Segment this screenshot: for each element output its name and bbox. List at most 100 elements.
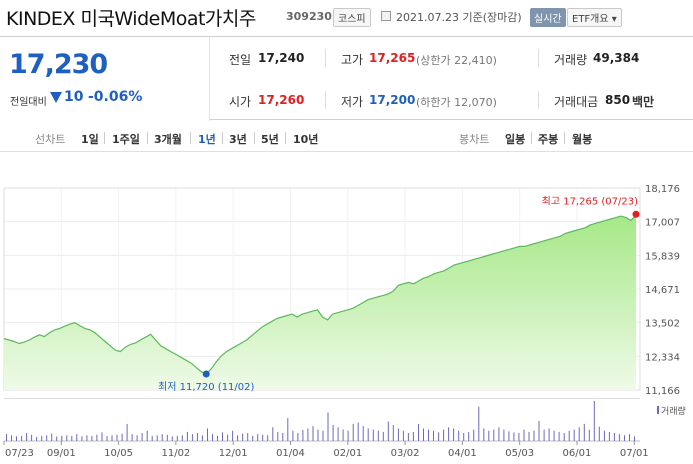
tab-3months[interactable]: 3개월 xyxy=(154,133,182,146)
volume-bar xyxy=(81,436,83,441)
y-tick-label: 17,007 xyxy=(645,218,680,229)
volume-bar xyxy=(463,433,465,441)
tab-5years[interactable]: 5년 xyxy=(261,133,279,146)
volume-bar xyxy=(573,429,575,441)
volume-bar xyxy=(297,433,299,441)
volume-bar xyxy=(151,435,153,441)
volume-bar xyxy=(51,433,53,441)
volume-bar xyxy=(272,427,274,441)
low-label: 저가 xyxy=(341,95,364,109)
volume-bar xyxy=(453,428,455,441)
volume-bar xyxy=(292,430,294,441)
period-tabs: 선차트 1일 1주일 3개월 1년 3년 5년 10년 봉차트 일봉 주봉 월봉 xyxy=(0,122,693,152)
tab-divider xyxy=(147,132,148,144)
volume-bar xyxy=(26,433,28,441)
volume-bar xyxy=(242,433,244,441)
volume-bar xyxy=(247,433,249,441)
volume-bar xyxy=(166,434,168,441)
realtime-button[interactable]: 실시간 xyxy=(530,8,566,27)
volume-bar xyxy=(332,425,334,441)
volume-bar xyxy=(508,431,510,441)
volume-bar xyxy=(568,430,570,441)
volume-bar xyxy=(458,430,460,441)
volume-bar xyxy=(161,434,163,441)
volume-bar xyxy=(61,435,63,441)
volume-bar xyxy=(342,429,344,441)
open-label: 시가 xyxy=(229,95,252,109)
high-label: 고가 xyxy=(341,53,364,67)
volume-bar xyxy=(322,430,324,441)
volume-bar xyxy=(252,435,254,441)
volume-bar xyxy=(438,432,440,441)
etf-overview-button[interactable]: ETF개요 ▾ xyxy=(567,8,622,27)
volume-bar xyxy=(91,435,93,441)
tab-weekly[interactable]: 주봉 xyxy=(538,133,559,146)
x-tick-label: 07/01 xyxy=(620,448,649,459)
stock-name: KINDEX 미국WideMoat가치주 xyxy=(6,8,256,30)
volume-bar xyxy=(176,435,178,441)
x-tick-label: 11/02 xyxy=(161,448,190,459)
volume-bar xyxy=(483,428,485,441)
tab-1day[interactable]: 1일 xyxy=(81,133,99,146)
volume-bar xyxy=(493,429,495,441)
tab-divider xyxy=(285,132,286,144)
volume-bar xyxy=(262,434,264,441)
volume-label: 거래량 xyxy=(554,53,588,67)
market-badge: 코스피 xyxy=(333,8,371,27)
volume-bar xyxy=(191,434,193,441)
volume-bar xyxy=(528,431,530,441)
date-text: 2021.07.23 기준(장마감) xyxy=(396,11,522,24)
x-tick-label: 02/01 xyxy=(333,448,362,459)
y-tick-label: 18,176 xyxy=(645,184,680,195)
change-value: 10 xyxy=(64,89,84,105)
volume-bar xyxy=(634,436,635,441)
trade-amount-value: 850 xyxy=(605,93,631,107)
tab-3years[interactable]: 3년 xyxy=(229,133,247,146)
volume-bar xyxy=(352,423,354,441)
volume-bar xyxy=(558,431,560,441)
x-tick-label: 07/23 xyxy=(5,448,34,459)
y-tick-label: 11,166 xyxy=(645,386,680,397)
volume-bar xyxy=(56,436,58,441)
volume-bar xyxy=(106,435,108,441)
down-arrow-icon xyxy=(50,92,62,103)
volume-bar xyxy=(387,421,389,441)
volume-bar xyxy=(513,432,515,441)
divider xyxy=(538,49,539,67)
volume-bar xyxy=(603,430,605,441)
volume-bar xyxy=(257,434,259,441)
prev-close-label: 전일 xyxy=(229,53,252,67)
volume-bar xyxy=(629,434,630,441)
volume-bar xyxy=(478,406,480,441)
tab-10years[interactable]: 10년 xyxy=(293,133,319,146)
x-tick-label: 06/01 xyxy=(563,448,592,459)
volume-bar xyxy=(11,435,12,441)
title-bar: KINDEX 미국WideMoat가치주 309230 코스피 2021.07.… xyxy=(0,0,693,36)
volume-bar xyxy=(588,429,590,441)
divider xyxy=(325,91,326,109)
volume-bar xyxy=(503,429,505,441)
tab-1week[interactable]: 1주일 xyxy=(112,133,140,146)
tab-daily[interactable]: 일봉 xyxy=(505,133,526,146)
volume-bar xyxy=(372,429,374,441)
volume-bar xyxy=(468,431,470,441)
volume-bar xyxy=(36,437,38,441)
volume-bar xyxy=(518,433,520,441)
volume-bar xyxy=(126,423,128,441)
stock-code: 309230 xyxy=(286,10,332,23)
volume-bar xyxy=(523,429,525,441)
trade-amount-unit: 백만 xyxy=(632,95,655,109)
volume-bar xyxy=(327,412,329,441)
tab-1year[interactable]: 1년 xyxy=(198,133,216,146)
volume-bar xyxy=(543,429,545,441)
calendar-icon xyxy=(381,11,391,21)
tab-monthly[interactable]: 월봉 xyxy=(572,133,593,146)
volume-bar xyxy=(618,434,620,441)
volume-bar xyxy=(201,435,203,441)
prev-close-value: 17,240 xyxy=(258,51,305,65)
volume-value: 49,384 xyxy=(593,51,640,65)
volume-bar xyxy=(287,418,289,441)
volume-bar xyxy=(181,435,183,441)
volume-legend-swatch xyxy=(657,406,659,414)
tab-divider xyxy=(222,132,223,144)
